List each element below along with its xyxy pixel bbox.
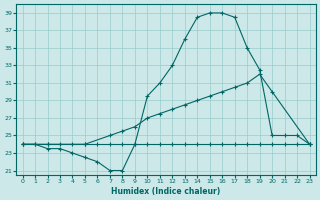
- X-axis label: Humidex (Indice chaleur): Humidex (Indice chaleur): [111, 187, 221, 196]
